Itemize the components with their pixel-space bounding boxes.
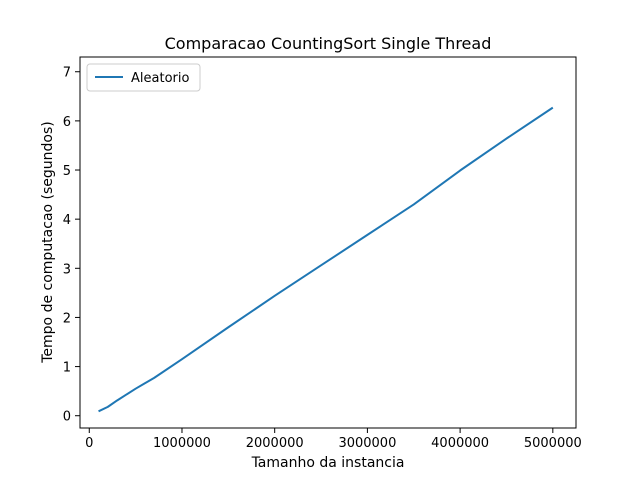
legend: Aleatorio <box>86 63 201 92</box>
legend-label: Aleatorio <box>131 71 189 86</box>
y-tick-label: 5 <box>63 164 71 179</box>
x-tick-label: 3000000 <box>338 436 396 451</box>
plot-frame <box>79 56 577 429</box>
y-tick-label: 1 <box>63 361 71 376</box>
y-tick-label: 4 <box>63 213 71 228</box>
y-axis-label: Tempo de computacao (segundos) <box>40 121 56 364</box>
x-axis-label: Tamanho da instancia <box>251 455 405 471</box>
x-axis: 0 1000000 2000000 3000000 4000000 5000000 <box>85 428 582 451</box>
x-tick-label: 2000000 <box>246 436 304 451</box>
y-tick-label: 0 <box>63 410 71 425</box>
x-tick-label: 0 <box>85 436 93 451</box>
y-tick-label: 6 <box>63 115 71 130</box>
chart-title: Comparacao CountingSort Single Thread <box>165 34 492 53</box>
series-layer <box>98 106 554 413</box>
y-axis: 0 1 2 3 4 5 6 7 <box>63 66 80 425</box>
legend-box <box>86 63 201 92</box>
x-tick-label: 1000000 <box>153 436 211 451</box>
y-tick-label: 2 <box>63 311 71 326</box>
y-tick-label: 3 <box>63 262 71 277</box>
y-tick-label: 7 <box>63 66 71 81</box>
x-tick-label: 4000000 <box>431 436 489 451</box>
series-line-0 <box>98 106 554 413</box>
x-tick-label: 5000000 <box>524 436 582 451</box>
